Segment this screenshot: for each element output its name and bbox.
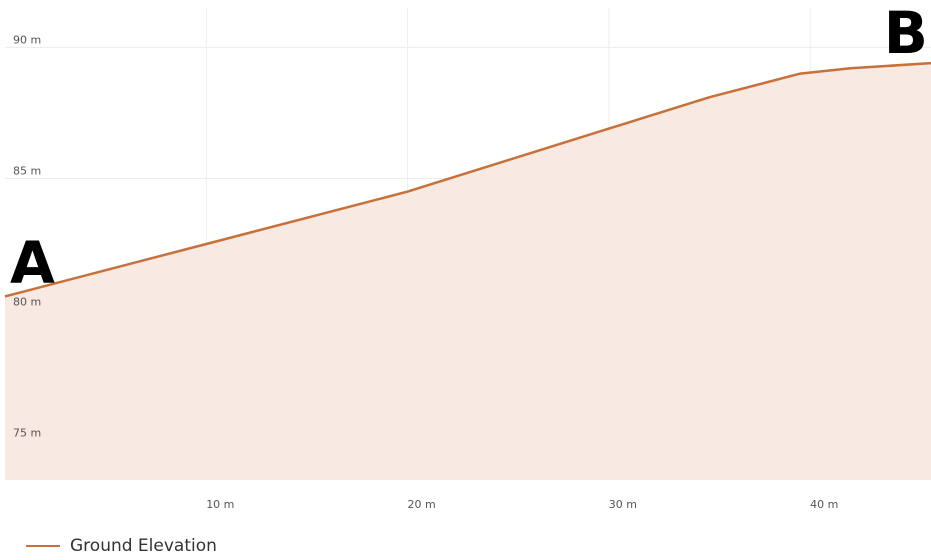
legend: Ground Elevation (26, 534, 217, 558)
endpoint-markers: AB (10, 0, 928, 296)
elevation-area (5, 63, 931, 480)
x-tick-label: 20 m (407, 498, 435, 511)
x-tick-label: 40 m (810, 498, 838, 511)
legend-label-ground-elevation: Ground Elevation (70, 536, 217, 556)
y-tick-label: 90 m (13, 33, 41, 46)
x-tick-label: 30 m (609, 498, 637, 511)
y-tick-label: 80 m (13, 296, 41, 309)
y-tick-label: 75 m (13, 427, 41, 440)
legend-line-swatch (26, 545, 60, 547)
elevation-line (4, 61, 931, 298)
marker-label-a: A (10, 228, 55, 296)
elevation-chart: 75 m80 m85 m90 m10 m 20 m 30 m 40 m AB (4, 0, 931, 511)
axis-ticks: 75 m 80 m 85 m 90 m 10 m 20 m 30 m 40 m (13, 33, 838, 511)
y-tick-label: 85 m (13, 164, 41, 177)
marker-label-b: B (884, 0, 928, 67)
x-tick-label: 10 m (206, 498, 234, 511)
